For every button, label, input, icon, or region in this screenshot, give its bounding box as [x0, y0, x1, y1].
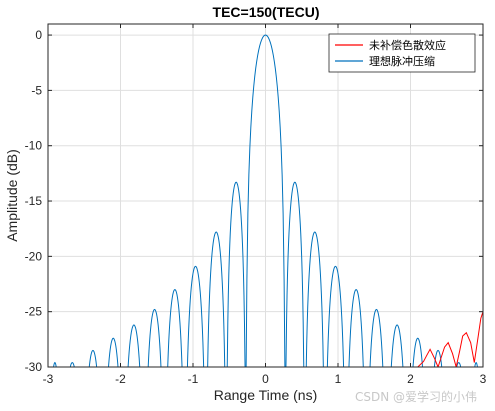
y-tick-label: 0 [35, 28, 42, 42]
y-tick-label: -5 [31, 83, 42, 97]
legend: 未补偿色散效应 理想脉冲压缩 [328, 33, 476, 73]
legend-label-ideal: 理想脉冲压缩 [369, 54, 435, 68]
x-tick-label: 0 [262, 372, 269, 386]
x-tick-label: 2 [407, 372, 414, 386]
y-axis-label: Amplitude (dB) [4, 149, 20, 242]
x-tick-label: -1 [188, 372, 199, 386]
legend-box [328, 33, 476, 73]
y-tick-label: -10 [25, 139, 43, 153]
x-axis-label: Range Time (ns) [214, 387, 317, 403]
watermark-text: CSDN @爱学习的小伟 [355, 389, 477, 404]
series-uncompensated-line [410, 311, 483, 367]
x-tick-label: 3 [480, 372, 487, 386]
y-tick-label: -20 [25, 249, 43, 263]
x-tick-label: -2 [115, 372, 126, 386]
y-tick-label: -25 [25, 305, 43, 319]
series-layer [53, 34, 483, 367]
y-tick-label: -30 [25, 360, 43, 374]
x-tick-label: -3 [43, 372, 54, 386]
legend-label-uncompensated: 未补偿色散效应 [369, 38, 446, 52]
chart-title: TEC=150(TECU) [213, 4, 320, 20]
series-ideal-line [53, 34, 478, 367]
axis-ticks: -3 -2 -1 0 1 2 30-5-10-15-20-25-30 [25, 24, 487, 386]
y-tick-label: -15 [25, 194, 43, 208]
x-tick-label: 1 [335, 372, 342, 386]
